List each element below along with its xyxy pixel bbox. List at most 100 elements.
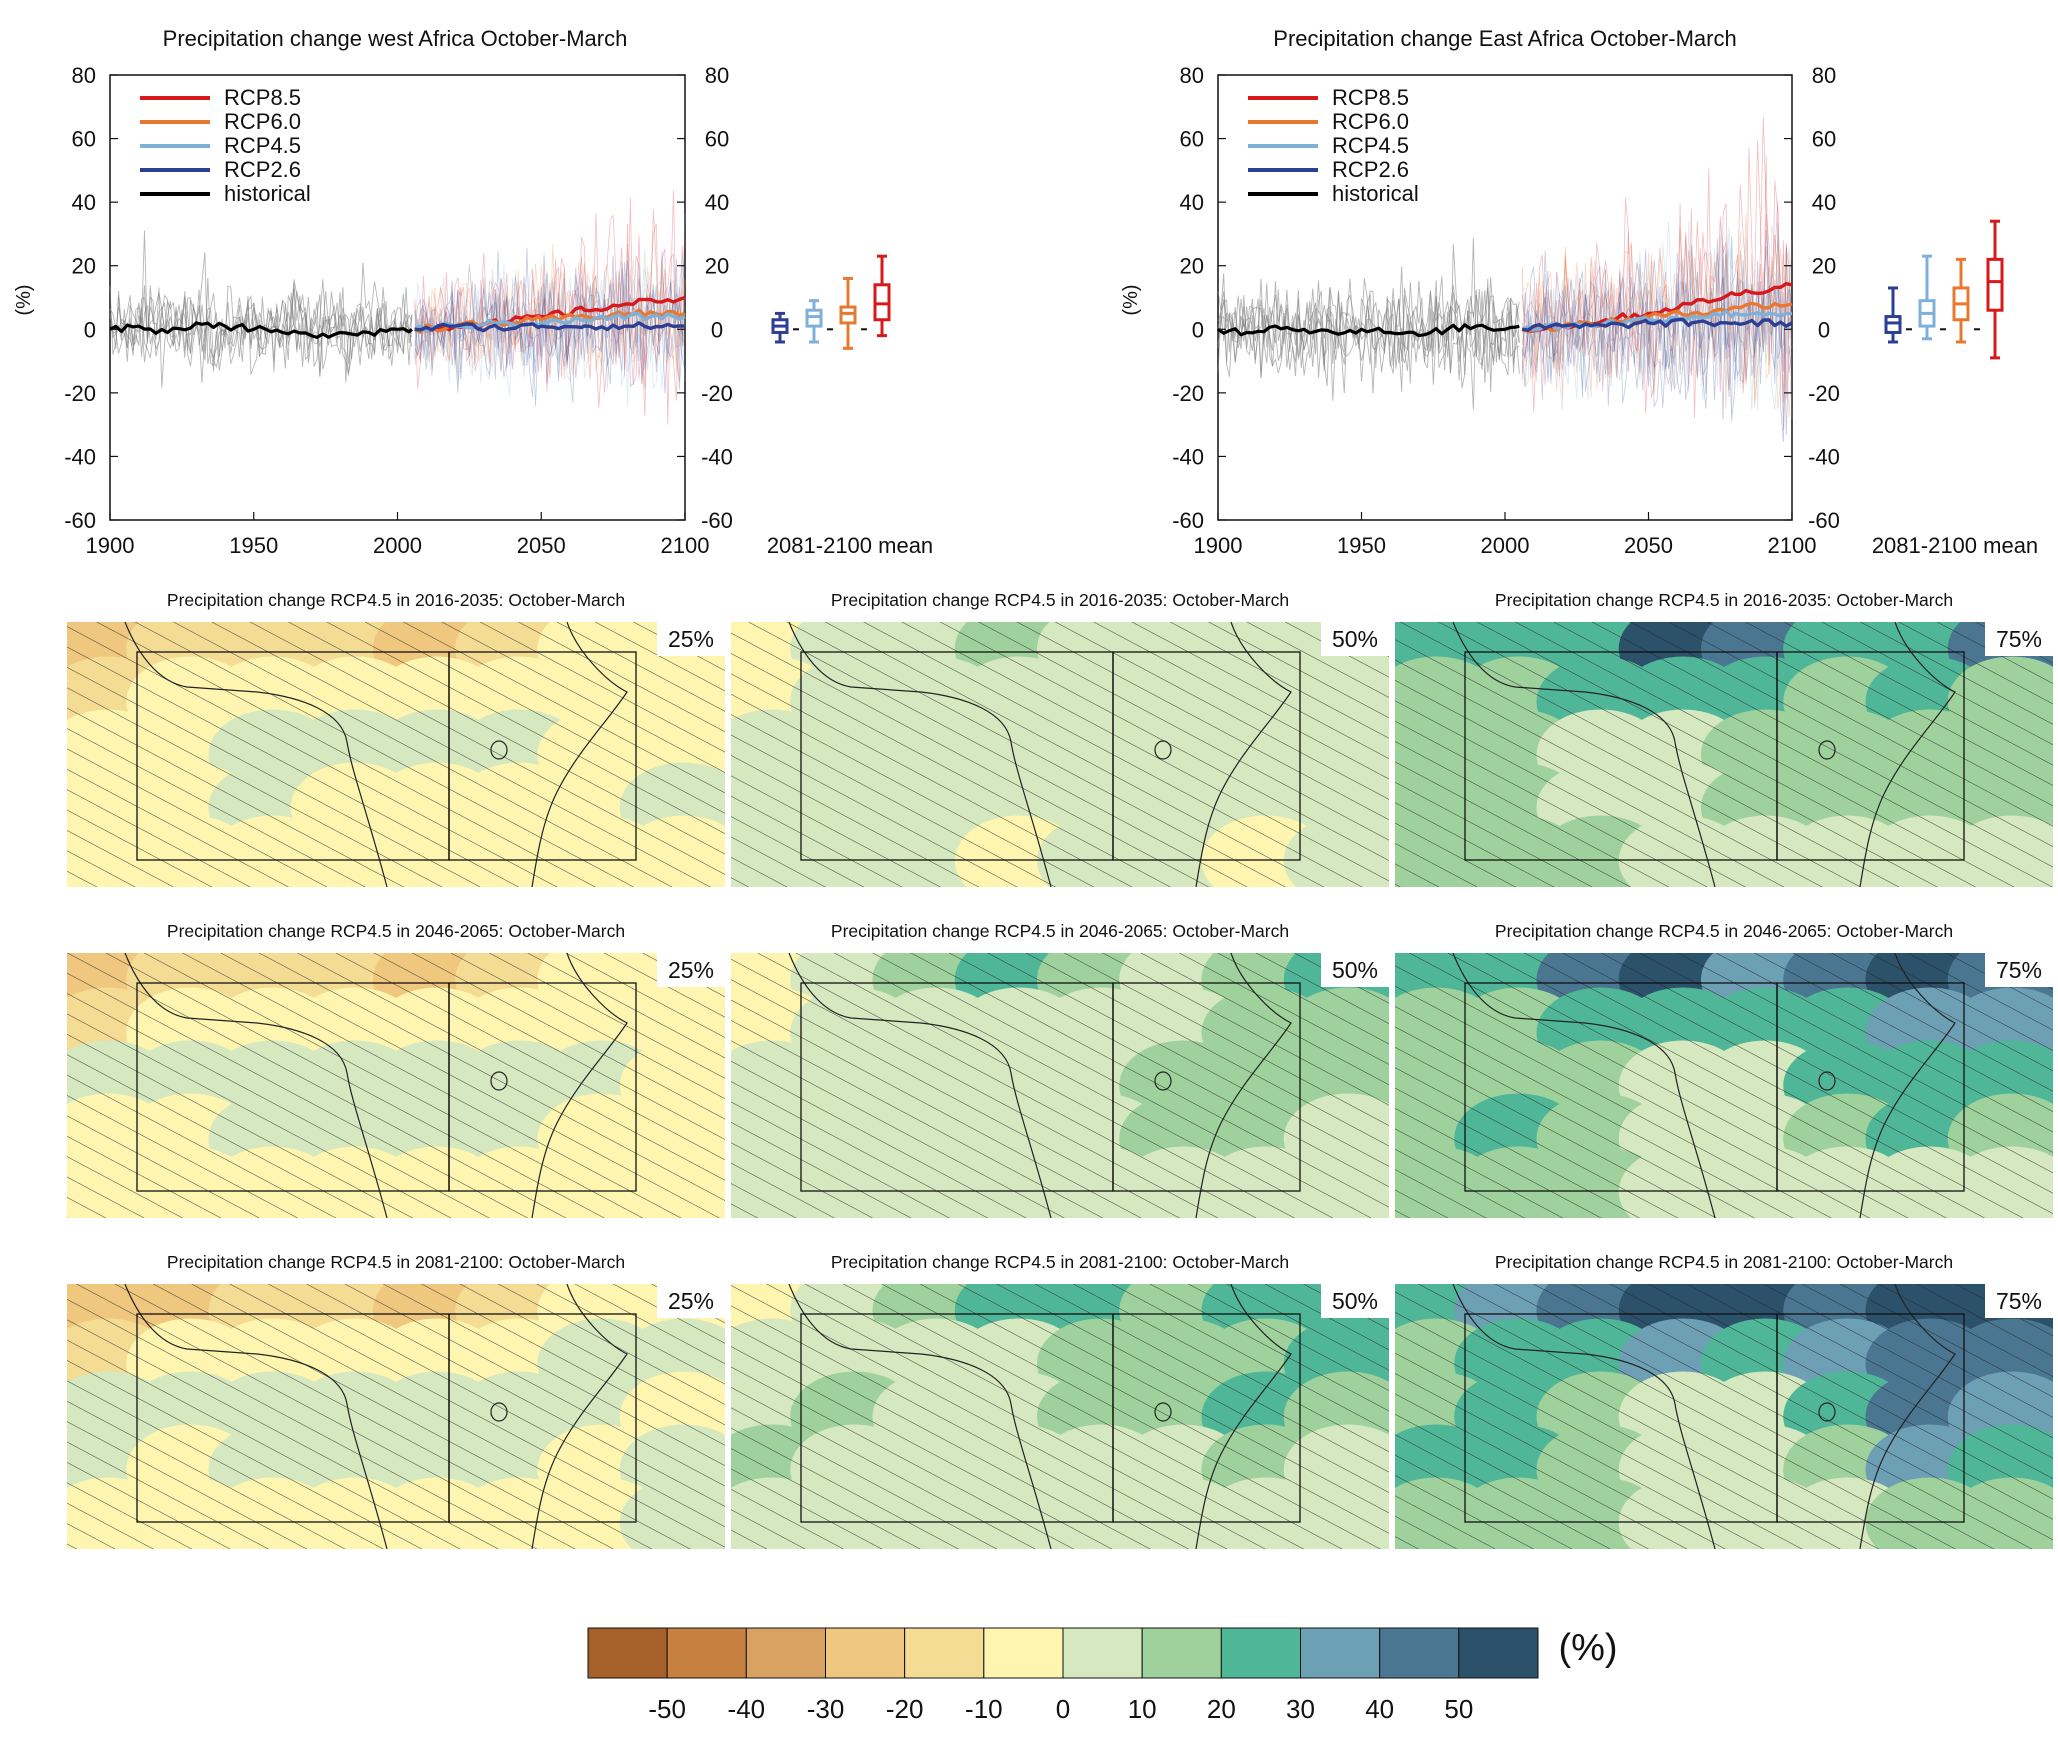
scenario-member-line [414, 213, 686, 406]
chart-title: Precipitation change west Africa October… [163, 26, 628, 51]
legend-label: RCP6.0 [224, 109, 301, 134]
boxplot-box [805, 308, 823, 328]
colorbar-swatch [1141, 1627, 1222, 1679]
y-tick-label-right: 0 [1818, 317, 1830, 342]
y-tick-label-right: -40 [1808, 444, 1840, 469]
map-title: Precipitation change RCP4.5 in 2046-2065… [167, 921, 625, 941]
hatching [1395, 622, 2053, 887]
x-tick-label: 2100 [1768, 533, 1817, 558]
timeseries-west-africa: Precipitation change west Africa October… [13, 26, 933, 558]
colorbar-swatch [983, 1627, 1064, 1679]
map-field [67, 622, 725, 887]
scenario-member-line [1521, 168, 1793, 431]
coastline-east [1859, 1284, 1956, 1549]
ensemble-members [1217, 116, 1793, 443]
coastline-east [1195, 1284, 1292, 1549]
colorbar-unit: (%) [1558, 1627, 1617, 1669]
scenario-member-line [1521, 227, 1793, 427]
timeseries-east-africa: Precipitation change East Africa October… [1120, 26, 2038, 558]
scenario-member-line [1521, 139, 1793, 400]
y-tick-label-left: 20 [1180, 254, 1204, 279]
y-tick-label-left: -40 [64, 444, 96, 469]
coastline-east [1859, 953, 1956, 1218]
x-tick-label: 2000 [1481, 533, 1530, 558]
hatching [731, 1284, 1389, 1549]
map-field [1395, 1284, 2053, 1549]
map-field [1395, 953, 2053, 1218]
coastline-west [788, 1284, 1052, 1549]
colorbar-swatch [587, 1627, 668, 1679]
y-tick-label-right: 40 [705, 190, 729, 215]
map-field [67, 1284, 725, 1549]
legend-label: RCP8.5 [1332, 85, 1409, 110]
hatching [1395, 953, 2053, 1218]
colorbar-swatch [1379, 1627, 1460, 1679]
chart-title: Precipitation change East Africa October… [1273, 26, 1736, 51]
colorbar-tick-label: 50 [1444, 1694, 1473, 1724]
coastline-east [531, 622, 628, 887]
hatching [67, 1284, 725, 1549]
y-tick-label-right: -60 [1808, 508, 1840, 533]
y-tick-label-left: 80 [1180, 63, 1204, 88]
legend-label: RCP2.6 [224, 157, 301, 182]
coastline-west [788, 622, 1052, 887]
legend-label: RCP8.5 [224, 85, 301, 110]
percentile-label: 25% [668, 957, 714, 983]
colorbar-swatch [1220, 1627, 1302, 1679]
colorbar-tick-label: 0 [1056, 1694, 1070, 1724]
y-tick-label-right: -60 [701, 508, 733, 533]
boxplot-box [1986, 257, 2004, 312]
colorbar-swatch [1300, 1627, 1381, 1679]
percentile-label: 50% [1332, 626, 1378, 652]
coastline-east [1859, 622, 1956, 887]
coastline-east [531, 1284, 628, 1549]
y-tick-label-right: -40 [701, 444, 733, 469]
y-tick-label-left: 60 [1180, 127, 1204, 152]
scenario-member-line [414, 251, 686, 407]
map-title: Precipitation change RCP4.5 in 2016-2035… [1495, 590, 1953, 610]
scenario-member-line [1522, 221, 1793, 414]
map-panel: Precipitation change RCP4.5 in 2016-2035… [67, 590, 725, 887]
y-tick-label-right: 20 [705, 254, 729, 279]
legend-label: RCP4.5 [1332, 133, 1409, 158]
map-title: Precipitation change RCP4.5 in 2081-2100… [831, 1252, 1289, 1272]
coastline-west [1452, 1284, 1716, 1549]
map-title: Precipitation change RCP4.5 in 2081-2100… [1495, 1252, 1953, 1272]
series-line-rcp26 [414, 321, 686, 333]
series-line-rcp26 [1521, 317, 1793, 332]
legend-label: RCP2.6 [1332, 157, 1409, 182]
boxplots [1884, 219, 2004, 360]
y-tick-label-right: -20 [701, 381, 733, 406]
colorbar-swatch [904, 1627, 985, 1679]
colorbar-swatch [1062, 1627, 1143, 1679]
percentile-label-bg [657, 622, 725, 656]
legend-label: historical [224, 181, 311, 206]
boxplot-label: 2081-2100 mean [1872, 533, 2038, 558]
y-tick-label-left: -40 [1172, 444, 1204, 469]
scenario-member-line [414, 267, 686, 374]
lake-victoria [1818, 740, 1836, 760]
scenario-member-line [414, 251, 686, 390]
y-tick-label-left: 40 [72, 190, 96, 215]
map-grid: Precipitation change RCP4.5 in 2016-2035… [67, 590, 2053, 1549]
scenario-member-line [414, 265, 686, 383]
x-tick-label: 1950 [229, 533, 278, 558]
coastline-west [1452, 953, 1716, 1218]
scenario-member-line [1521, 116, 1793, 403]
region-box-east [1112, 651, 1301, 861]
scenario-member-line [1521, 222, 1793, 443]
coastline-west [124, 953, 388, 1218]
y-tick-label-left: 0 [84, 317, 96, 342]
coastline-east [1195, 953, 1292, 1218]
colorbar-tick-label: -10 [965, 1694, 1003, 1724]
historical-member-line [109, 252, 413, 375]
hatching [1395, 1284, 2053, 1549]
x-tick-label: 2050 [1624, 533, 1673, 558]
y-tick-label-left: -20 [1172, 381, 1204, 406]
map-title: Precipitation change RCP4.5 in 2016-2035… [831, 590, 1289, 610]
legend-label: historical [1332, 181, 1419, 206]
colorbar-swatch [666, 1627, 747, 1679]
colorbar-tick-label: 10 [1128, 1694, 1157, 1724]
scenario-member-line [414, 247, 686, 393]
x-tick-label: 1900 [86, 533, 135, 558]
